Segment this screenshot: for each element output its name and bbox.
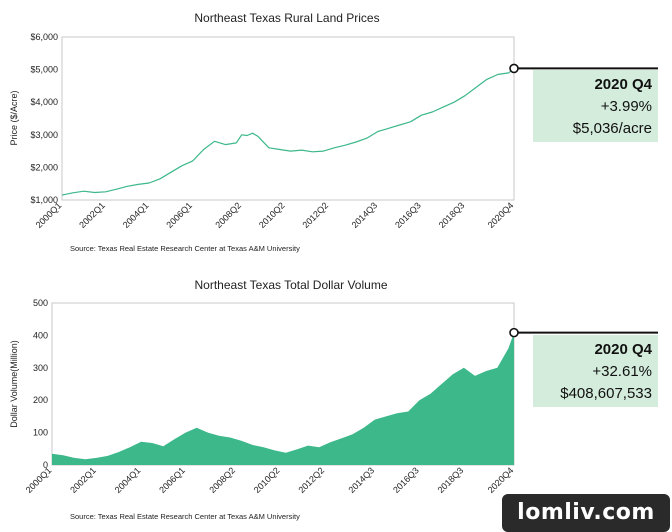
price-chart-x-tick-label: 2010Q2 [257, 200, 287, 230]
volume-chart-y-tick-label: 0 [43, 460, 48, 470]
watermark-badge: lomliv.com [502, 494, 670, 532]
volume-callout-period: 2020 Q4 [594, 341, 652, 358]
volume-chart-y-tick-label: 500 [33, 298, 48, 308]
volume-callout-value: $408,607,533 [560, 385, 652, 402]
volume-chart-y-axis-label: Dollar Volume(Million) [9, 340, 19, 428]
price-chart-x-tick-label: 2014Q3 [350, 200, 380, 230]
price-chart-y-axis-label: Price ($/Acre) [9, 90, 19, 145]
volume-chart-x-tick-label: 2010Q2 [252, 465, 282, 495]
price-callout-period: 2020 Q4 [594, 76, 652, 93]
volume-chart-x-tick-label: 2020Q4 [486, 465, 516, 495]
price-chart-title: Northeast Texas Rural Land Prices [194, 11, 379, 25]
volume-callout-box: 2020 Q4 +32.61% $408,607,533 [533, 335, 658, 407]
price-chart-x-tick-label: 2002Q1 [77, 200, 107, 230]
price-chart-y-tick-label: $5,000 [30, 65, 58, 75]
volume-chart-source: Source: Texas Real Estate Research Cente… [70, 512, 300, 521]
price-chart-endpoint-marker [509, 63, 519, 74]
volume-callout-change: +32.61% [592, 363, 652, 380]
volume-chart-title: Northeast Texas Total Dollar Volume [195, 278, 388, 292]
price-callout-box: 2020 Q4 +3.99% $5,036/acre [533, 70, 658, 142]
price-chart-y-tick-label: $6,000 [30, 32, 58, 42]
price-chart-y-ticks: $1,000 $2,000 $3,000 $4,000 $5,000 $6,000 [30, 32, 58, 205]
price-chart-source: Source: Texas Real Estate Research Cente… [70, 244, 300, 253]
volume-chart-y-tick-label: 100 [33, 428, 48, 438]
volume-chart-series [52, 327, 658, 465]
volume-chart-x-tick-label: 2000Q1 [24, 465, 54, 495]
volume-chart-y-tick-label: 400 [33, 330, 48, 340]
price-chart-x-tick-label: 2008Q2 [213, 200, 243, 230]
volume-chart-x-tick-label: 2014Q3 [347, 465, 377, 495]
volume-chart-y-tick-label: 300 [33, 363, 48, 373]
price-callout-change: +3.99% [600, 98, 652, 115]
price-chart-plot-frame [61, 36, 515, 201]
price-chart-x-tick-label: 2020Q4 [486, 200, 516, 230]
volume-chart-x-ticks: 2000Q1 2002Q1 2004Q1 2006Q1 2008Q2 2010Q2 2012… [24, 465, 516, 495]
price-chart-x-tick-label: 2016Q3 [393, 200, 423, 230]
price-chart-y-tick-label: $4,000 [30, 97, 58, 107]
volume-chart-endpoint-marker [509, 327, 519, 338]
volume-chart-area [52, 332, 514, 465]
volume-chart-x-tick-label: 2016Q3 [391, 465, 421, 495]
price-callout-value: $5,036/acre [572, 120, 652, 137]
volume-chart-x-tick-label: 2018Q3 [436, 465, 466, 495]
price-chart-x-tick-label: 2012Q2 [301, 200, 331, 230]
price-chart-x-tick-label: 2018Q3 [437, 200, 467, 230]
price-chart-y-tick-label: $3,000 [30, 130, 58, 140]
volume-chart-y-tick-label: 200 [33, 395, 48, 405]
volume-chart-x-tick-label: 2002Q1 [68, 465, 98, 495]
price-chart-y-tick-label: $2,000 [30, 162, 58, 172]
price-chart-x-ticks: 2000Q1 2002Q1 2004Q1 2006Q1 2008Q2 2010Q2 2012… [34, 200, 516, 230]
price-chart-line [61, 67, 515, 196]
price-chart-series [61, 63, 658, 196]
price-chart-x-tick-label: 2004Q1 [121, 200, 151, 230]
volume-chart-y-ticks: 0 100 200 300 400 500 [33, 298, 48, 470]
price-chart-x-tick-label: 2006Q1 [164, 200, 194, 230]
volume-chart-x-tick-label: 2008Q2 [207, 465, 237, 495]
price-chart-frame-rect [61, 36, 515, 201]
volume-chart-x-tick-label: 2006Q1 [157, 465, 187, 495]
volume-chart-x-tick-label: 2012Q2 [296, 465, 326, 495]
volume-chart-x-tick-label: 2004Q1 [113, 465, 143, 495]
price-chart-y-tick-label: $1,000 [30, 195, 58, 205]
